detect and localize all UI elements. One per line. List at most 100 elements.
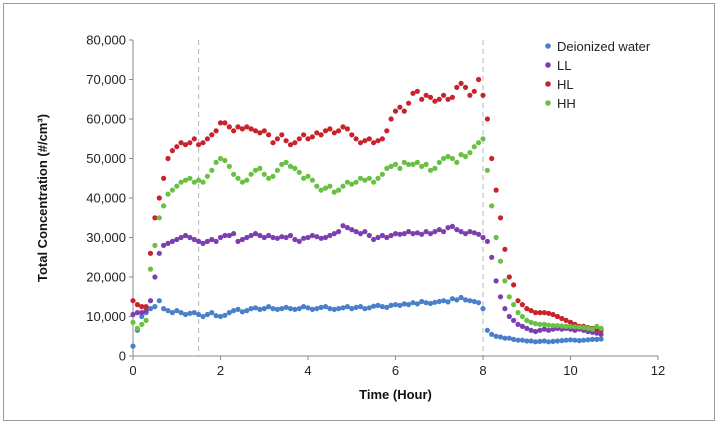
data-point-hh (449, 155, 455, 162)
data-point-hl (226, 124, 232, 130)
data-point-ll (449, 223, 455, 229)
data-point-hh (445, 153, 451, 160)
data-point-hh (594, 323, 600, 329)
data-point-deionized-water (156, 298, 162, 304)
data-point-deionized-water (222, 312, 228, 318)
data-point-ll (528, 327, 534, 333)
data-point-deionized-water (371, 303, 377, 309)
data-point-hh (497, 258, 504, 264)
data-point-hl (471, 88, 477, 94)
data-point-deionized-water (217, 313, 224, 320)
data-point-hh (204, 173, 210, 179)
data-point-hh (528, 319, 534, 325)
data-point-deionized-water (476, 300, 482, 306)
data-point-deionized-water (130, 343, 136, 349)
data-point-ll (143, 308, 149, 314)
data-point-ll (462, 231, 469, 237)
data-point-deionized-water (493, 333, 499, 339)
data-point-hl (200, 140, 206, 146)
data-point-hh (353, 179, 359, 185)
data-point-deionized-water (292, 306, 298, 312)
data-point-hl (331, 130, 337, 136)
data-point-ll (519, 323, 526, 329)
data-point-hl (147, 250, 154, 256)
data-point-deionized-water (235, 306, 241, 312)
legend: Deionized water LL HL HH (545, 39, 651, 111)
data-point-ll (169, 238, 175, 244)
data-point-hh (515, 310, 521, 316)
data-point-ll (427, 231, 434, 237)
data-point-deionized-water (581, 337, 587, 343)
data-point-deionized-water (406, 302, 412, 308)
data-point-hh (287, 163, 294, 169)
data-point-ll (476, 231, 482, 237)
data-point-ll (283, 234, 289, 241)
data-point-hl (143, 304, 149, 310)
data-point-hh (480, 136, 486, 142)
data-point-deionized-water (436, 298, 442, 305)
data-point-hl (489, 155, 495, 162)
data-point-deionized-water (563, 337, 569, 343)
data-point-deionized-water (388, 302, 394, 308)
data-point-deionized-water (401, 301, 407, 307)
data-point-ll (309, 232, 315, 239)
data-point-ll (261, 234, 267, 241)
data-point-hh (423, 161, 429, 167)
data-point-deionized-water (559, 338, 565, 344)
data-point-hh (314, 183, 320, 189)
data-point-hl (178, 140, 184, 146)
data-point-deionized-water (550, 338, 556, 344)
data-point-deionized-water (353, 304, 359, 310)
data-point-hh (537, 321, 543, 327)
data-point-deionized-water (458, 294, 464, 301)
data-point-hl (567, 319, 574, 325)
data-point-hh (244, 177, 250, 183)
data-point-hl (436, 96, 442, 102)
legend-marker-hl (545, 81, 551, 87)
data-point-hh (239, 179, 245, 185)
data-point-ll (357, 231, 364, 237)
data-point-ll (244, 234, 250, 241)
data-point-hl (257, 130, 263, 136)
data-point-ll (392, 231, 399, 237)
data-point-ll (524, 325, 530, 331)
data-point-hl (191, 136, 197, 142)
data-point-hl (559, 315, 565, 322)
data-point-deionized-water (585, 337, 591, 343)
data-point-deionized-water (519, 337, 526, 343)
data-point-deionized-water (510, 336, 517, 342)
data-point-hh (283, 159, 289, 165)
x-axis-title: Time (Hour) (359, 387, 432, 402)
data-point-ll (432, 229, 438, 235)
data-point-hh (506, 294, 512, 300)
data-point-ll (296, 238, 302, 244)
data-point-deionized-water (589, 336, 596, 342)
data-point-hl (217, 120, 224, 126)
data-point-hl (187, 140, 193, 146)
data-point-deionized-water (366, 305, 372, 311)
data-point-ll (274, 235, 280, 241)
data-point-hl (196, 142, 202, 148)
data-point-deionized-water (213, 313, 219, 319)
data-point-ll (235, 238, 241, 244)
data-point-deionized-water (572, 337, 578, 343)
data-point-ll (209, 236, 215, 243)
data-point-hh (161, 203, 167, 209)
data-point-hl (318, 132, 324, 138)
data-point-deionized-water (270, 306, 276, 312)
data-point-deionized-water (410, 300, 416, 306)
data-point-ll (510, 317, 517, 323)
data-point-hh (493, 234, 499, 241)
data-point-ll (344, 225, 350, 231)
data-point-hh (200, 179, 206, 185)
data-point-deionized-water (305, 305, 311, 311)
data-point-hh (489, 203, 495, 209)
data-point-deionized-water (546, 339, 552, 345)
data-point-ll (489, 254, 495, 260)
data-point-ll (217, 234, 224, 241)
data-point-hh (217, 155, 224, 162)
data-point-hh (550, 323, 556, 329)
data-point-hh (196, 177, 202, 183)
data-point-ll (375, 234, 381, 241)
data-point-deionized-water (541, 338, 547, 344)
